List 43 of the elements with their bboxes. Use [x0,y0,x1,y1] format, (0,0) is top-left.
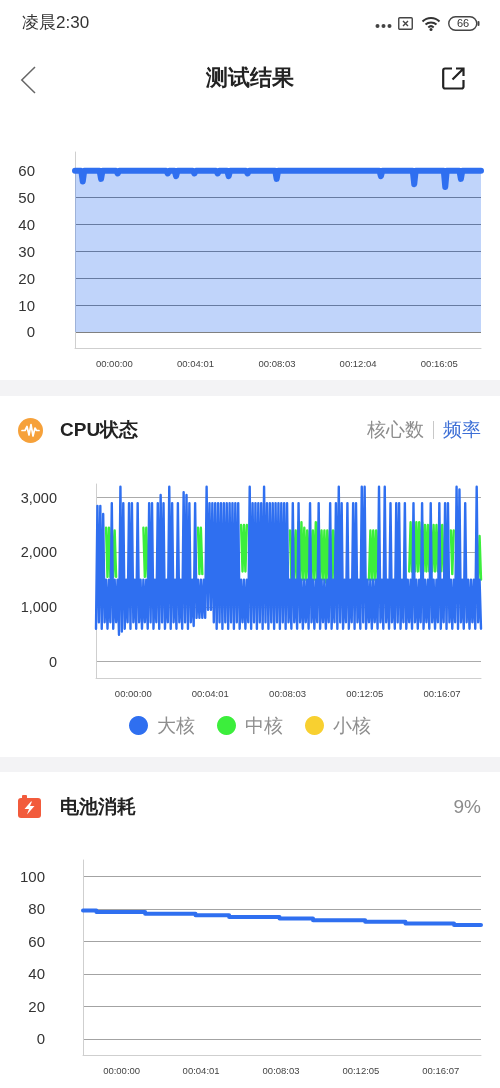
x-tick-label: 00:00:00 [95,357,133,369]
y-tick-label: 100 [19,867,45,885]
x-tick-label: 00:16:07 [422,1064,460,1076]
y-tick-label: 50 [18,189,35,207]
x-tick-label: 00:12:05 [342,1064,380,1076]
y-tick-label: 10 [18,296,35,314]
text: 核心数 [367,418,424,442]
y-tick-label: 80 [28,900,45,918]
y-tick-label: 40 [18,215,35,233]
chart-title: 测试结果 [206,64,294,92]
text: 凌晨2:30 [22,12,90,34]
y-tick-label: 60 [18,162,35,180]
text: 频率 [443,418,481,442]
x-tick-label: 00:12:05 [346,687,384,699]
y-tick-label: 40 [28,965,45,983]
x-tick-label: 00:12:04 [339,357,377,369]
y-tick-label: 20 [28,997,45,1015]
legend-label: 大核 [157,715,195,736]
x-tick-label: 00:04:01 [182,1064,220,1076]
chart-title: 电池消耗 [60,795,136,819]
legend-label: 小核 [333,715,371,736]
text: 9% [453,795,481,819]
legend-label: 中核 [245,715,283,736]
x-tick-label: 00:16:05 [420,357,458,369]
line-series [94,485,483,637]
x-tick-label: 00:04:01 [176,357,214,369]
y-tick-label: 2,000 [20,544,57,561]
chart-title: CPU状态 [60,418,139,442]
x-tick-label: 00:00:00 [114,687,152,699]
y-tick-label: 0 [36,1030,45,1048]
x-tick-label: 00:04:01 [191,687,229,699]
x-tick-label: 00:00:00 [103,1064,141,1076]
x-tick-label: 00:08:03 [258,357,296,369]
x-tick-label: 00:08:03 [262,1064,300,1076]
y-tick-label: 3,000 [20,489,57,506]
y-tick-label: 20 [18,269,35,287]
y-tick-label: 1,000 [20,598,57,615]
y-tick-label: 60 [28,932,45,950]
x-tick-label: 00:08:03 [269,687,307,699]
x-tick-label: 00:16:07 [423,687,461,699]
y-tick-label: 0 [26,323,35,341]
y-tick-label: 0 [48,653,57,670]
y-tick-label: 30 [18,242,35,260]
